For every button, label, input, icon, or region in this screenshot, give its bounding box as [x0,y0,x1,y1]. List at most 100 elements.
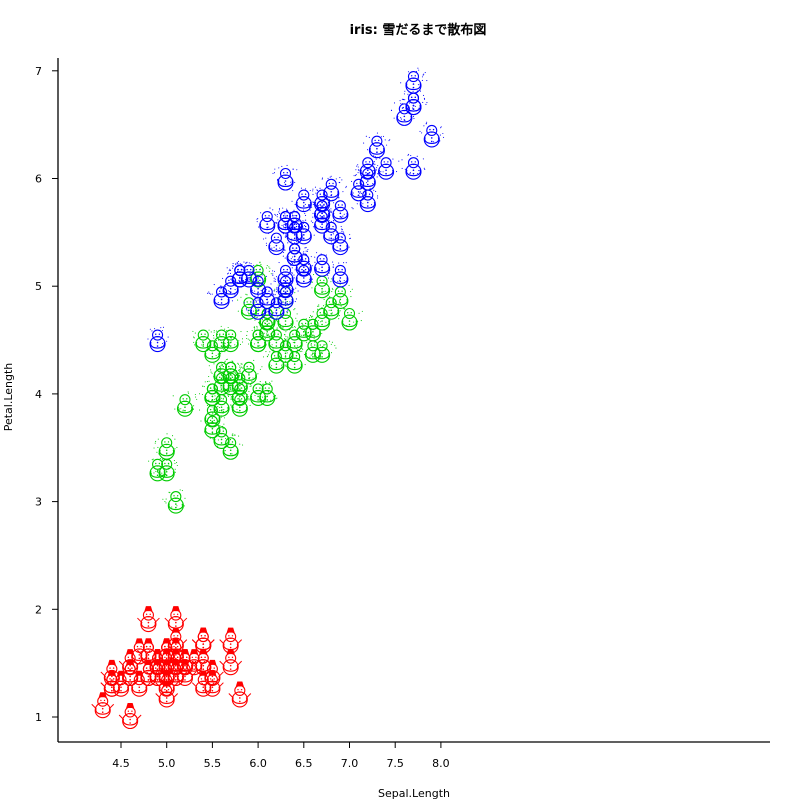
snowman-point [345,176,371,202]
snowman-point [162,489,186,514]
snowman-point [390,99,416,126]
snowman-point [164,606,188,633]
x-tick-label: 6.0 [249,757,267,770]
snowman-point [326,196,354,223]
snowman-point [291,187,317,213]
snowman-point [401,90,427,116]
snowman-point [310,208,335,234]
series-points [147,67,445,353]
snowman-point [308,197,337,223]
snowman-point [202,339,226,363]
snowman-point [182,649,206,676]
x-tick-label: 7.0 [341,757,359,770]
x-tick-label: 5.0 [158,757,176,770]
snowman-point [262,232,289,256]
series-points [148,261,363,514]
snowman-point [372,156,400,180]
snowman-point [164,638,188,665]
snowman-point [308,273,334,299]
y-tick-label: 5 [35,280,42,293]
snowman-point [291,251,316,277]
y-tick-label: 1 [35,711,42,724]
snowman-point [264,293,289,320]
snowman-point [155,670,179,697]
snowman-point [275,208,300,234]
snowman-point [316,294,345,320]
snowman-point [91,692,115,719]
snowman-point [262,347,289,374]
snowman-point [273,274,300,299]
snowman-point [153,433,178,460]
snowman-point [217,326,244,353]
snowman-point [220,275,245,299]
snowman-point [419,121,445,148]
snowman-point [155,458,178,482]
x-tick-label: 6.5 [295,757,313,770]
chart-title: iris: 雪だるまで散布図 [350,22,487,38]
snowman-point [284,347,306,374]
snowman-point [284,209,307,234]
snowman-point [256,207,281,234]
snowman-point [308,304,332,331]
snowman-point [192,329,215,353]
snowman-point [308,252,334,277]
x-tick-label: 4.5 [112,757,130,770]
snowman-point [330,230,352,256]
y-tick-label: 4 [35,388,42,401]
snowman-point [127,670,151,697]
x-tick-label: 5.5 [204,757,222,770]
y-tick-label: 7 [35,65,42,78]
snowman-point [281,218,307,245]
y-axis-label: Petal.Length [2,363,15,432]
snowman-point [291,219,317,245]
snowman-point [201,659,224,686]
data-points [91,67,445,730]
y-tick-label: 2 [35,603,42,616]
snowman-point [148,458,170,482]
snowman-point [213,325,232,353]
snowman-point [327,283,353,310]
snowman-point [298,336,327,363]
snowman-point [219,359,243,385]
snowman-point [319,220,345,245]
snowman-point [200,412,226,439]
x-tick-label: 8.0 [432,757,450,770]
snowman-point [118,703,142,730]
snowman-point [254,284,280,310]
snowman-point [147,326,169,353]
snowman-point [337,307,363,331]
snowman-point [137,606,160,633]
snowman-point [137,659,160,686]
snowman-point [201,670,224,697]
snowman-point [327,262,349,288]
x-axis-label: Sepal.Length [378,787,450,800]
snowman-point [254,380,278,406]
snowman-point [272,164,298,191]
snowman-point [127,638,151,665]
snowman-point [290,318,318,342]
snowman-point [401,153,426,180]
snowman-point [356,186,379,213]
snowman-point [208,368,235,396]
snowman-point [400,67,428,94]
snowman-point [289,261,313,288]
snowman-point [272,336,298,363]
snowman-point [155,659,179,686]
snowman-point [246,326,270,353]
snowman-point [227,381,252,406]
snowman-point [226,263,253,288]
snowman-point [172,391,198,417]
snowman-point [208,358,232,385]
snowman-point [237,261,263,288]
snowman-point [146,649,169,676]
snowman-point [310,340,337,363]
snowman-point [118,659,142,686]
snowman-point [363,132,391,159]
snowman-point [321,175,344,202]
y-tick-label: 6 [35,173,42,186]
snowman-point [216,434,244,460]
snowman-point [243,294,271,320]
x-tick-label: 7.5 [386,757,404,770]
series-points [91,606,252,730]
